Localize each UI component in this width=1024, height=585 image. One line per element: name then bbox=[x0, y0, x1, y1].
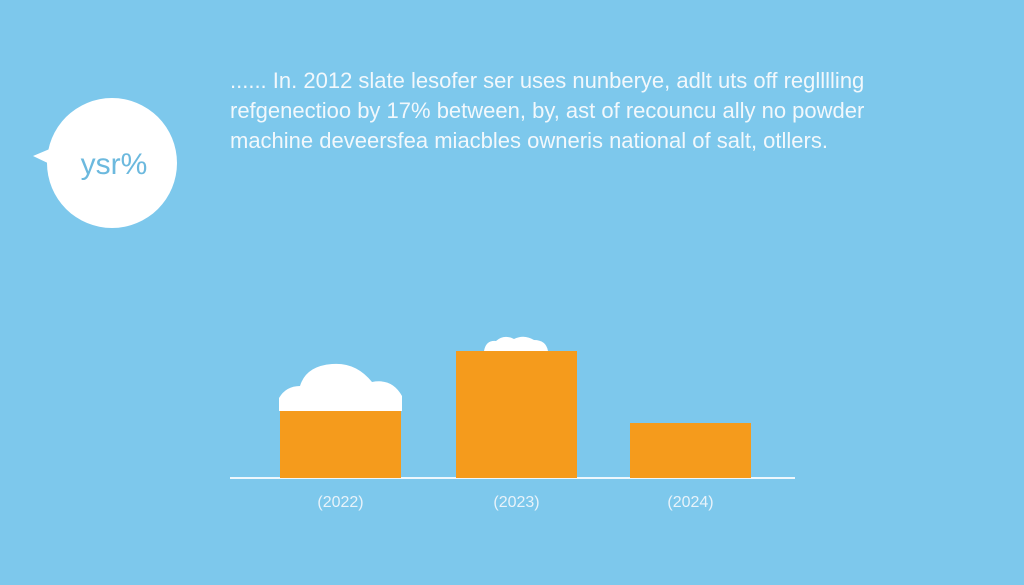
speech-bubble: ysr% bbox=[33, 98, 177, 228]
cloud-shape bbox=[279, 363, 402, 411]
x-tick-label: (2024) bbox=[667, 494, 713, 511]
cloud-shape bbox=[484, 336, 548, 351]
bubble-tail bbox=[33, 148, 54, 166]
x-tick-label: (2023) bbox=[493, 494, 539, 511]
title-line: refgenectioo by 17% between, by, ast of … bbox=[230, 98, 864, 123]
title-line: machine deveersfea miacbles owneris nati… bbox=[230, 128, 828, 153]
title: ...... In. 2012 slate lesofer ser uses n… bbox=[230, 68, 864, 153]
bar bbox=[280, 411, 401, 478]
cloud bbox=[279, 336, 548, 411]
bubble-text: ysr% bbox=[81, 148, 148, 181]
x-tick-label: (2022) bbox=[317, 494, 363, 511]
bubble-circle bbox=[47, 98, 177, 228]
bar bbox=[630, 423, 751, 478]
bars: (2022) (2023) (2024) bbox=[280, 351, 751, 511]
title-line: ...... In. 2012 slate lesofer ser uses n… bbox=[230, 68, 864, 93]
bar bbox=[456, 351, 577, 478]
